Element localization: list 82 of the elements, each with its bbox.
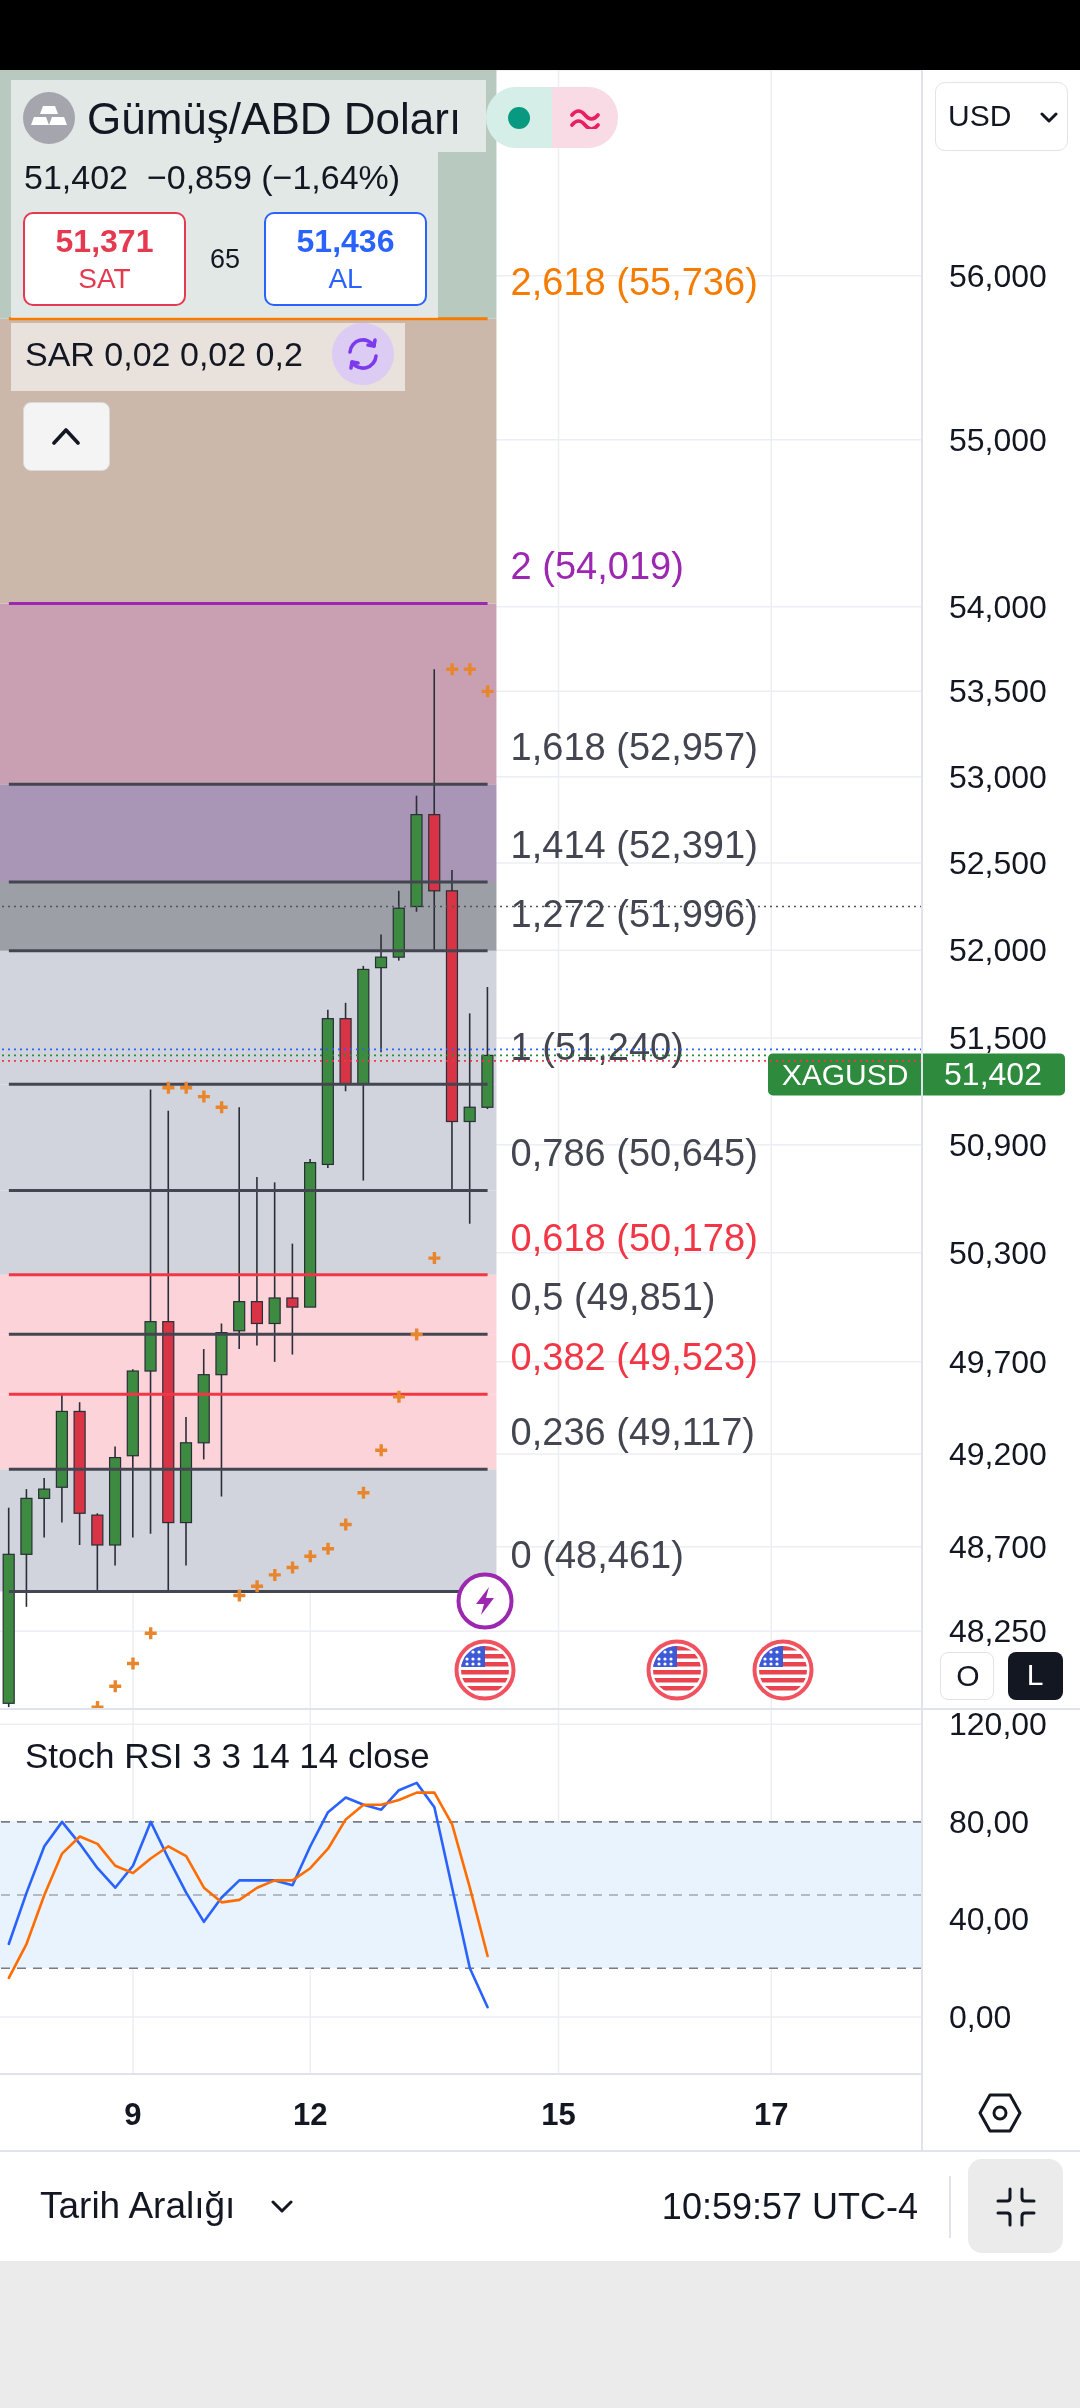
y-tick-label: 52,000 bbox=[949, 932, 1047, 969]
point bbox=[249, 1578, 265, 1594]
buy-button: 51,436 AL bbox=[264, 212, 427, 306]
point bbox=[160, 1079, 177, 1096]
point bbox=[302, 1548, 318, 1564]
annotation: 51,436 bbox=[296, 223, 395, 259]
y-tick-label: 54,000 bbox=[949, 588, 1047, 625]
ref-line-label: XAGUSD bbox=[781, 1057, 909, 1091]
point bbox=[426, 1250, 443, 1266]
y-tick-label: 48,700 bbox=[949, 1528, 1047, 1565]
candlestick bbox=[144, 1088, 157, 1535]
y-tick-label: 48,250 bbox=[949, 1613, 1047, 1650]
line-series bbox=[7, 1781, 489, 2009]
point bbox=[143, 1625, 159, 1641]
sell-button: 51,371 SAT bbox=[23, 212, 186, 306]
candlestick bbox=[286, 1242, 299, 1356]
ref-line-label: 1,414 (52,391) bbox=[510, 823, 758, 866]
ref-line-label: 0,5 (49,851) bbox=[510, 1276, 716, 1319]
ref-line-label: 0,382 (49,523) bbox=[510, 1336, 758, 1379]
point bbox=[479, 683, 496, 700]
point bbox=[355, 1485, 372, 1501]
point bbox=[196, 1088, 212, 1105]
currency-dropdown: USD bbox=[935, 82, 1068, 151]
annotation: SAR 0,02 0,02 0,2 bbox=[25, 334, 303, 373]
text: 51,402 −0,859 (−1,64%) bbox=[24, 157, 401, 196]
point bbox=[320, 1541, 336, 1557]
point bbox=[444, 661, 460, 677]
x-tick-label: 17 bbox=[754, 2096, 789, 2132]
ref-line-label: 0,236 (49,117) bbox=[510, 1411, 755, 1454]
point bbox=[178, 1079, 194, 1096]
y-tick-label: 56,000 bbox=[949, 257, 1047, 294]
point bbox=[231, 1587, 248, 1604]
point bbox=[284, 1559, 301, 1576]
y-tick-label: 52,500 bbox=[949, 845, 1047, 882]
annotation: SAT bbox=[78, 263, 131, 294]
ref-line-label: 0,786 (50,645) bbox=[510, 1132, 758, 1175]
ref-line-label: 1,272 (51,996) bbox=[510, 892, 758, 935]
text: 51,402 bbox=[944, 1056, 1042, 1093]
point bbox=[267, 1567, 283, 1583]
x-tick-label: 9 bbox=[124, 2096, 142, 2132]
point bbox=[408, 1326, 425, 1343]
point bbox=[213, 1099, 230, 1115]
point bbox=[462, 661, 478, 677]
point bbox=[107, 1678, 123, 1694]
ref-line-label: 1,618 (52,957) bbox=[510, 726, 758, 769]
y-tick-label: 49,200 bbox=[949, 1435, 1047, 1472]
toggle-button: O bbox=[940, 1652, 994, 1700]
x-tick-label: 15 bbox=[541, 2096, 576, 2132]
line-series bbox=[7, 1791, 489, 1980]
ref-line-label: 0 (48,461) bbox=[510, 1533, 684, 1576]
ref-line-label: 2,618 (55,736) bbox=[510, 260, 758, 303]
x-tick-label: 12 bbox=[293, 2096, 328, 2132]
point bbox=[391, 1389, 407, 1405]
candlestick bbox=[250, 1176, 264, 1347]
toggle-button: L bbox=[1008, 1652, 1063, 1700]
ref-line-label: 2 (54,019) bbox=[510, 545, 684, 588]
y-tick-label: 55,000 bbox=[949, 421, 1047, 458]
y-tick-label: 49,700 bbox=[949, 1343, 1047, 1380]
y-tick-label: 53,000 bbox=[949, 758, 1047, 795]
y-tick-label: 40,00 bbox=[949, 1901, 1030, 1938]
point bbox=[373, 1442, 389, 1458]
y-tick-label: 50,300 bbox=[949, 1234, 1047, 1271]
annotation: 65 bbox=[209, 244, 241, 274]
text: Stoch RSI 3 3 14 14 close bbox=[25, 1736, 430, 1775]
candlestick bbox=[38, 1477, 51, 1539]
y-tick-label: 51,500 bbox=[949, 1020, 1047, 1057]
text: Tarih Aralığı bbox=[40, 2185, 236, 2226]
text: 10:59:57 UTC-4 bbox=[661, 2185, 918, 2227]
y-tick-label: 50,900 bbox=[949, 1126, 1047, 1163]
text: Gümüş/ABD Doları bbox=[87, 93, 462, 143]
y-tick-label: 80,00 bbox=[949, 1803, 1030, 1840]
point bbox=[125, 1655, 141, 1672]
ref-line-label: 1 (51,240) bbox=[510, 1026, 684, 1069]
y-tick-label: 120,00 bbox=[949, 1706, 1047, 1743]
point bbox=[338, 1516, 354, 1533]
annotation: AL bbox=[328, 263, 363, 294]
y-tick-label: 0,00 bbox=[949, 1998, 1012, 2035]
annotation: 51,371 bbox=[55, 223, 154, 259]
candlestick bbox=[374, 933, 388, 1054]
candlestick bbox=[463, 1012, 476, 1225]
ref-line-label: 0,618 (50,178) bbox=[510, 1216, 758, 1259]
y-tick-label: 53,500 bbox=[949, 673, 1047, 710]
